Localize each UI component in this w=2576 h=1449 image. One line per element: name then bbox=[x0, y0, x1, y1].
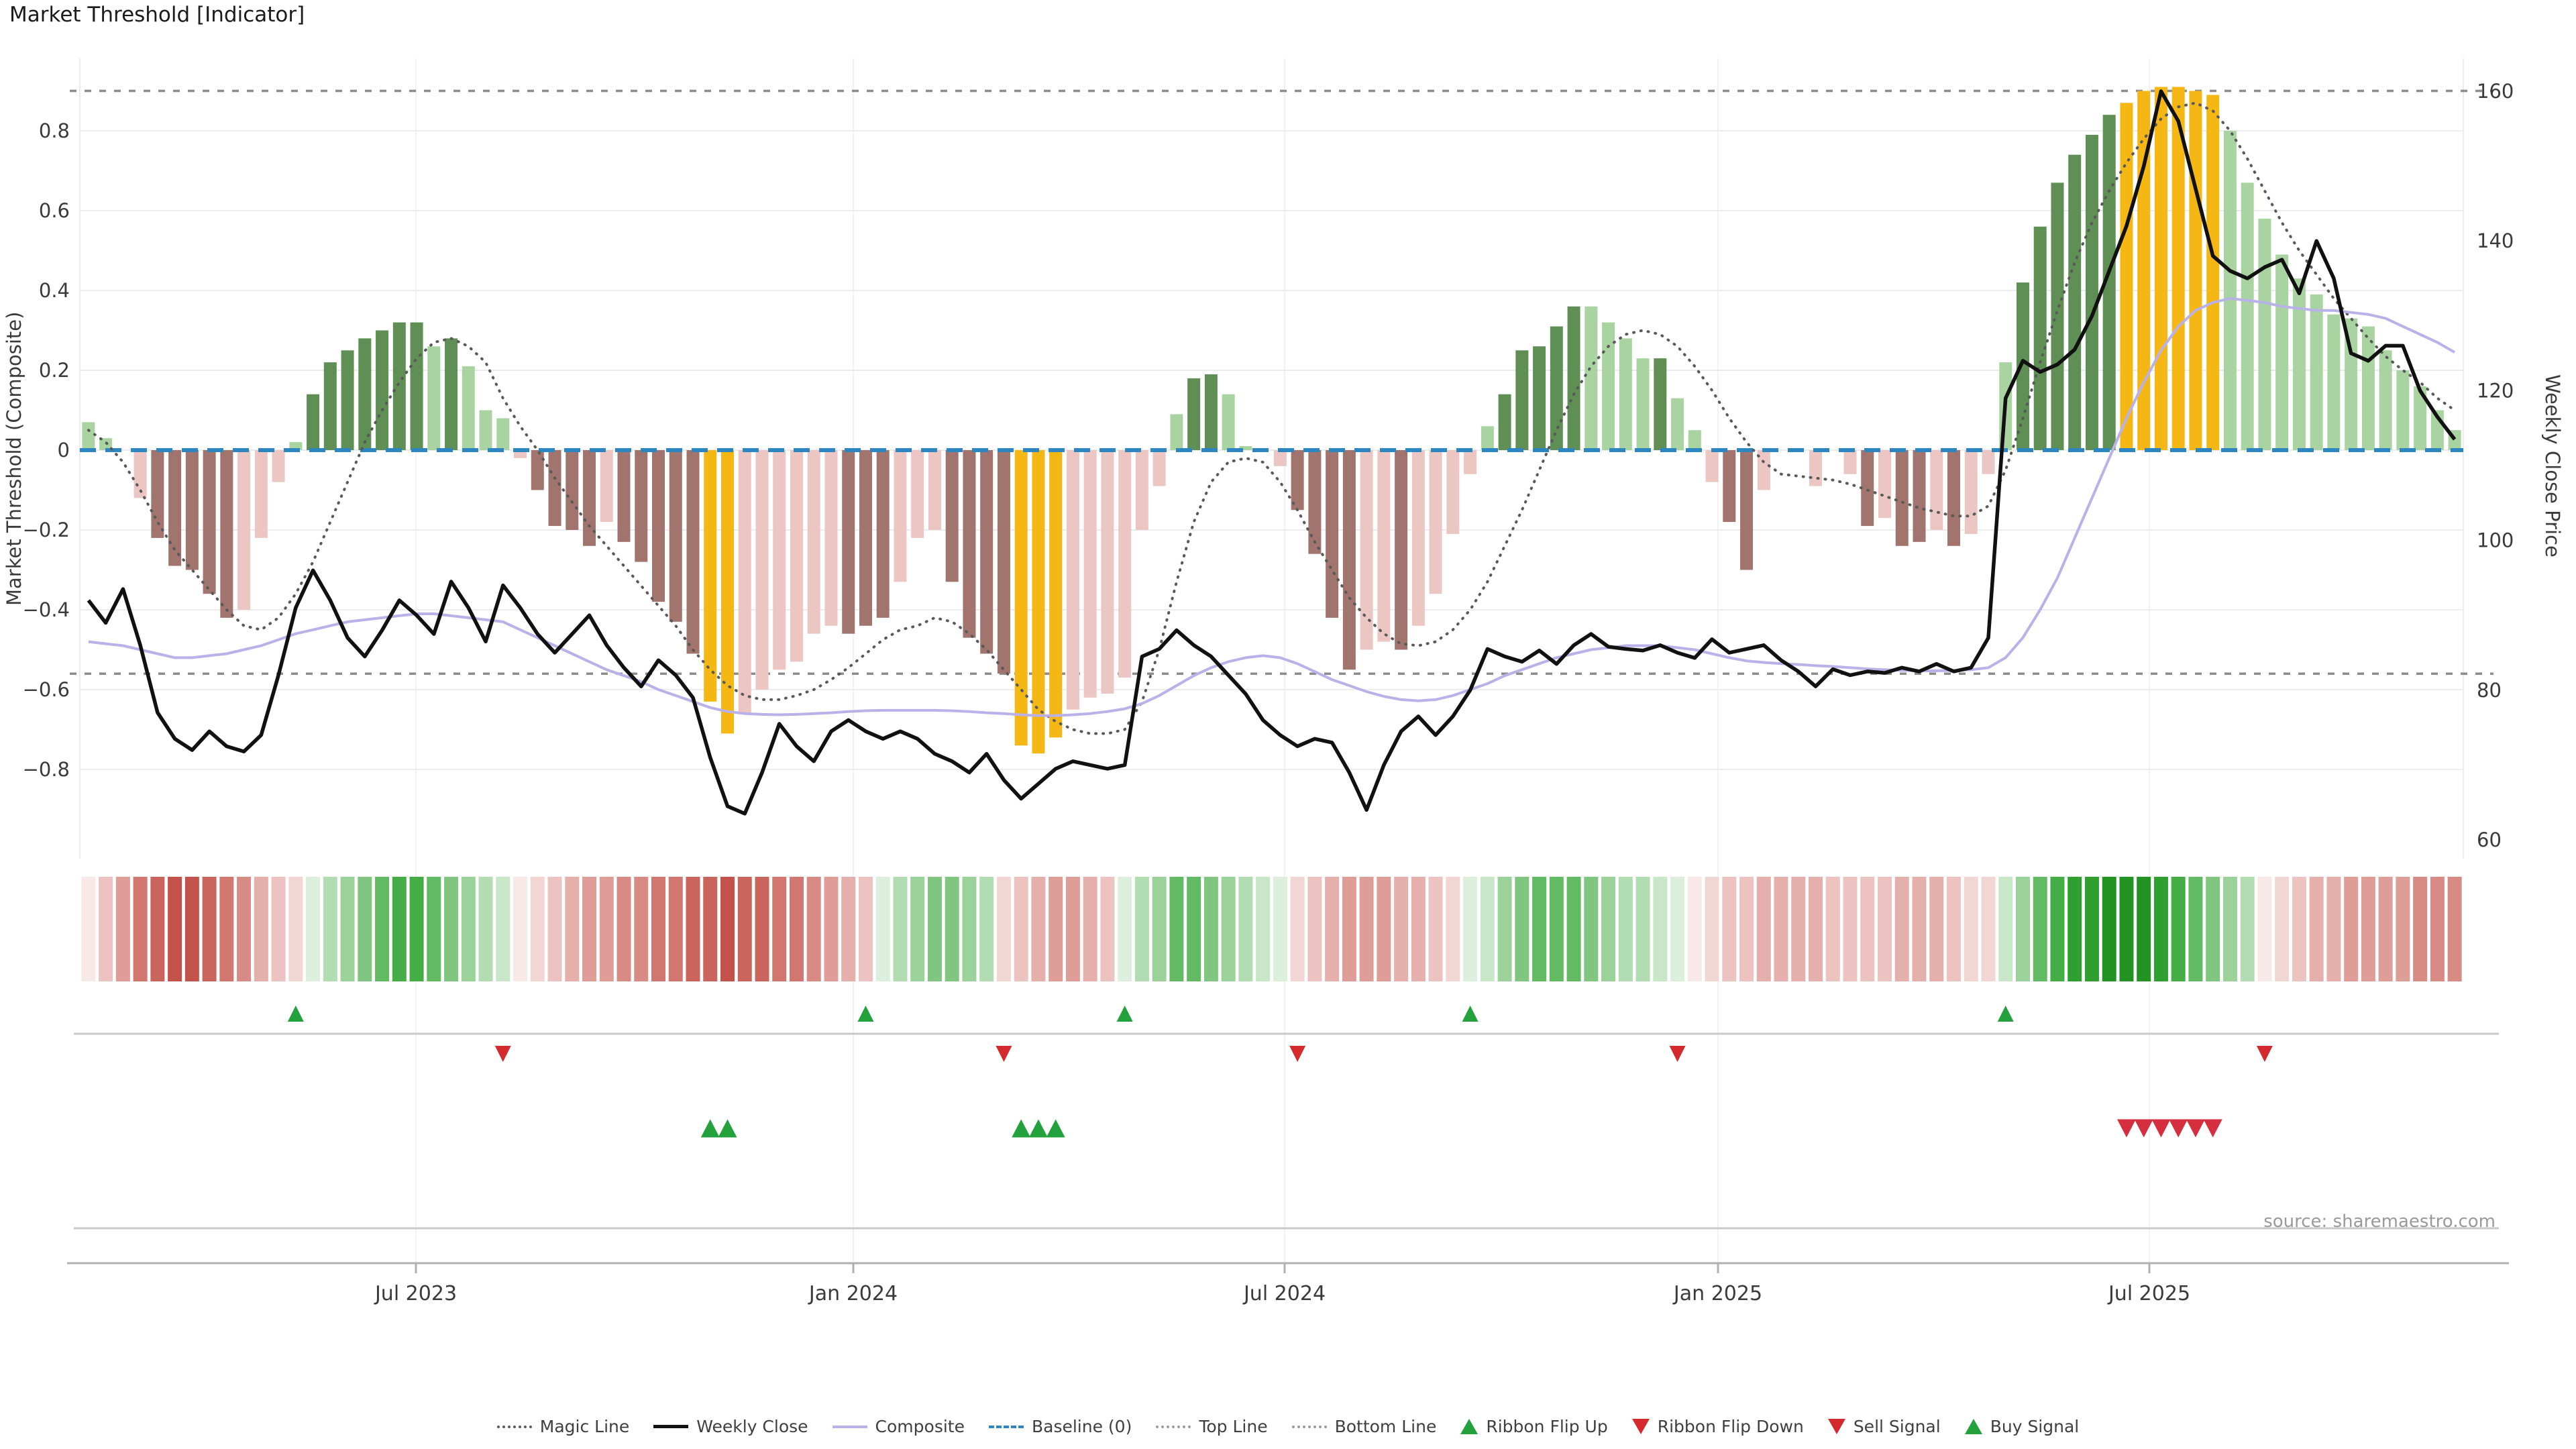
legend-item-sell-signal: Sell Signal bbox=[1827, 1417, 1941, 1436]
svg-text:−0.2: −0.2 bbox=[23, 519, 70, 541]
svg-text:0.2: 0.2 bbox=[39, 359, 70, 382]
triangle-up-icon bbox=[1460, 1419, 1479, 1434]
legend-item-ribbon-flip-down: Ribbon Flip Down bbox=[1631, 1417, 1804, 1436]
legend-item-label: Weekly Close bbox=[696, 1417, 808, 1436]
left-tick-labels: 0.8 0.6 0.4 0.2 0 −0.2 −0.4 −0.6 −0.8 bbox=[23, 119, 70, 781]
svg-text:−0.6: −0.6 bbox=[23, 678, 70, 701]
ribbon-strip bbox=[81, 877, 2462, 981]
page-title: Market Threshold [Indicator] bbox=[9, 3, 305, 27]
right-tick-labels: 160 140 120 100 80 60 bbox=[2477, 80, 2514, 851]
legend-swatch bbox=[832, 1425, 867, 1428]
weekly-close-line bbox=[87, 89, 2457, 816]
chart-legend: Magic Line Weekly Close Composite Baseline … bbox=[0, 1417, 2576, 1436]
legend-item-label: Buy Signal bbox=[1990, 1417, 2080, 1436]
svg-text:Jan 2024: Jan 2024 bbox=[808, 1282, 898, 1305]
legend-item-weekly-close: Weekly Close bbox=[653, 1417, 808, 1436]
legend-item-label: Top Line bbox=[1199, 1417, 1268, 1436]
svg-text:140: 140 bbox=[2477, 229, 2514, 252]
svg-text:0.4: 0.4 bbox=[39, 279, 70, 302]
legend-item-magic-line: Magic Line bbox=[496, 1417, 630, 1436]
legend-swatch bbox=[988, 1425, 1024, 1428]
svg-text:−0.8: −0.8 bbox=[23, 758, 70, 781]
triangle-down-icon bbox=[1827, 1419, 1845, 1434]
svg-text:−0.4: −0.4 bbox=[23, 598, 70, 621]
svg-text:80: 80 bbox=[2477, 679, 2502, 702]
svg-text:60: 60 bbox=[2477, 828, 2502, 851]
x-axis: Jul 2023 Jan 2024 Jul 2024 Jan 2025 Jul 2025 bbox=[67, 1262, 2509, 1305]
legend-item-composite: Composite bbox=[832, 1417, 965, 1436]
svg-text:160: 160 bbox=[2477, 80, 2514, 103]
source-credit: source: sharemaestro.com bbox=[2263, 1212, 2496, 1232]
svg-text:0.6: 0.6 bbox=[39, 199, 70, 222]
legend-swatch bbox=[1291, 1425, 1327, 1428]
legend-item-label: Sell Signal bbox=[1853, 1417, 1941, 1436]
svg-text:100: 100 bbox=[2477, 529, 2514, 552]
legend-item-top-line: Top Line bbox=[1156, 1417, 1268, 1436]
svg-text:0: 0 bbox=[58, 439, 70, 462]
svg-text:0.8: 0.8 bbox=[39, 119, 70, 142]
signal-markers bbox=[287, 1006, 2273, 1138]
legend-item-ribbon-flip-up: Ribbon Flip Up bbox=[1460, 1417, 1608, 1436]
legend-item-bottom-line: Bottom Line bbox=[1291, 1417, 1437, 1436]
indicator-chart-canvas: Jul 2023 Jan 2024 Jul 2024 Jan 2025 Jul 2025… bbox=[23, 58, 2514, 1305]
svg-text:Jul 2025: Jul 2025 bbox=[2107, 1282, 2190, 1305]
composite-line bbox=[88, 297, 2456, 717]
svg-text:Jul 2023: Jul 2023 bbox=[374, 1282, 457, 1305]
legend-item-label: Ribbon Flip Up bbox=[1486, 1417, 1608, 1436]
legend-item-label: Baseline (0) bbox=[1031, 1417, 1132, 1436]
legend-swatch bbox=[496, 1425, 532, 1428]
svg-text:120: 120 bbox=[2477, 379, 2514, 402]
threshold-bars bbox=[82, 87, 2461, 754]
legend-item-label: Ribbon Flip Down bbox=[1657, 1417, 1804, 1436]
legend-item-label: Magic Line bbox=[539, 1417, 630, 1436]
triangle-down-icon bbox=[1631, 1419, 1650, 1434]
legend-item-label: Bottom Line bbox=[1334, 1417, 1437, 1436]
right-axis-label: Weekly Close Price bbox=[2541, 374, 2564, 557]
legend-item-buy-signal: Buy Signal bbox=[1964, 1417, 2080, 1436]
legend-item-label: Composite bbox=[875, 1417, 965, 1436]
legend-swatch bbox=[653, 1425, 689, 1428]
legend-item-baseline-0-: Baseline (0) bbox=[988, 1417, 1132, 1436]
legend-swatch bbox=[1156, 1425, 1191, 1428]
threshold-lines bbox=[70, 89, 2493, 675]
svg-text:Jul 2024: Jul 2024 bbox=[1242, 1282, 1326, 1305]
row-separators bbox=[74, 1032, 2499, 1230]
magic-line bbox=[87, 101, 2457, 735]
svg-text:Jan 2025: Jan 2025 bbox=[1672, 1282, 1762, 1305]
triangle-up-icon bbox=[1964, 1419, 1982, 1434]
